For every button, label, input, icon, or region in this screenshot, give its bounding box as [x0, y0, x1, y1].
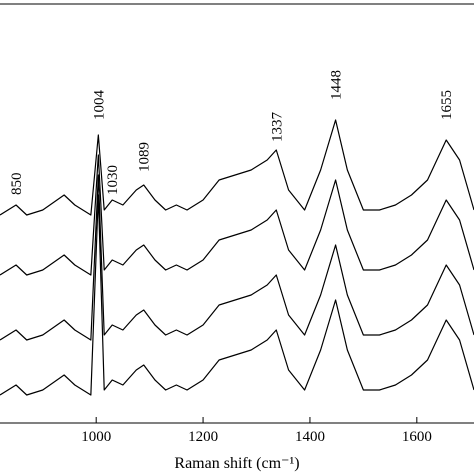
- spectrum-line: [0, 119, 474, 216]
- peak-label: 1337: [269, 112, 285, 143]
- spectrum-line: [0, 194, 474, 396]
- spectrum-line: [0, 174, 474, 341]
- peak-label: 1655: [439, 90, 455, 120]
- peak-label: 1448: [329, 70, 345, 100]
- x-axis-title: Raman shift (cm⁻¹): [174, 455, 299, 472]
- x-tick-label: 1000: [81, 429, 111, 445]
- x-tick-label: 1200: [188, 429, 218, 445]
- peak-label: 850: [9, 173, 25, 196]
- peak-label: 1030: [105, 165, 121, 195]
- peak-label: 1004: [91, 90, 107, 120]
- x-tick-label: 1600: [402, 429, 432, 445]
- spectrum-line: [0, 154, 474, 276]
- peak-label: 1089: [137, 142, 153, 172]
- x-tick-label: 1400: [295, 429, 325, 445]
